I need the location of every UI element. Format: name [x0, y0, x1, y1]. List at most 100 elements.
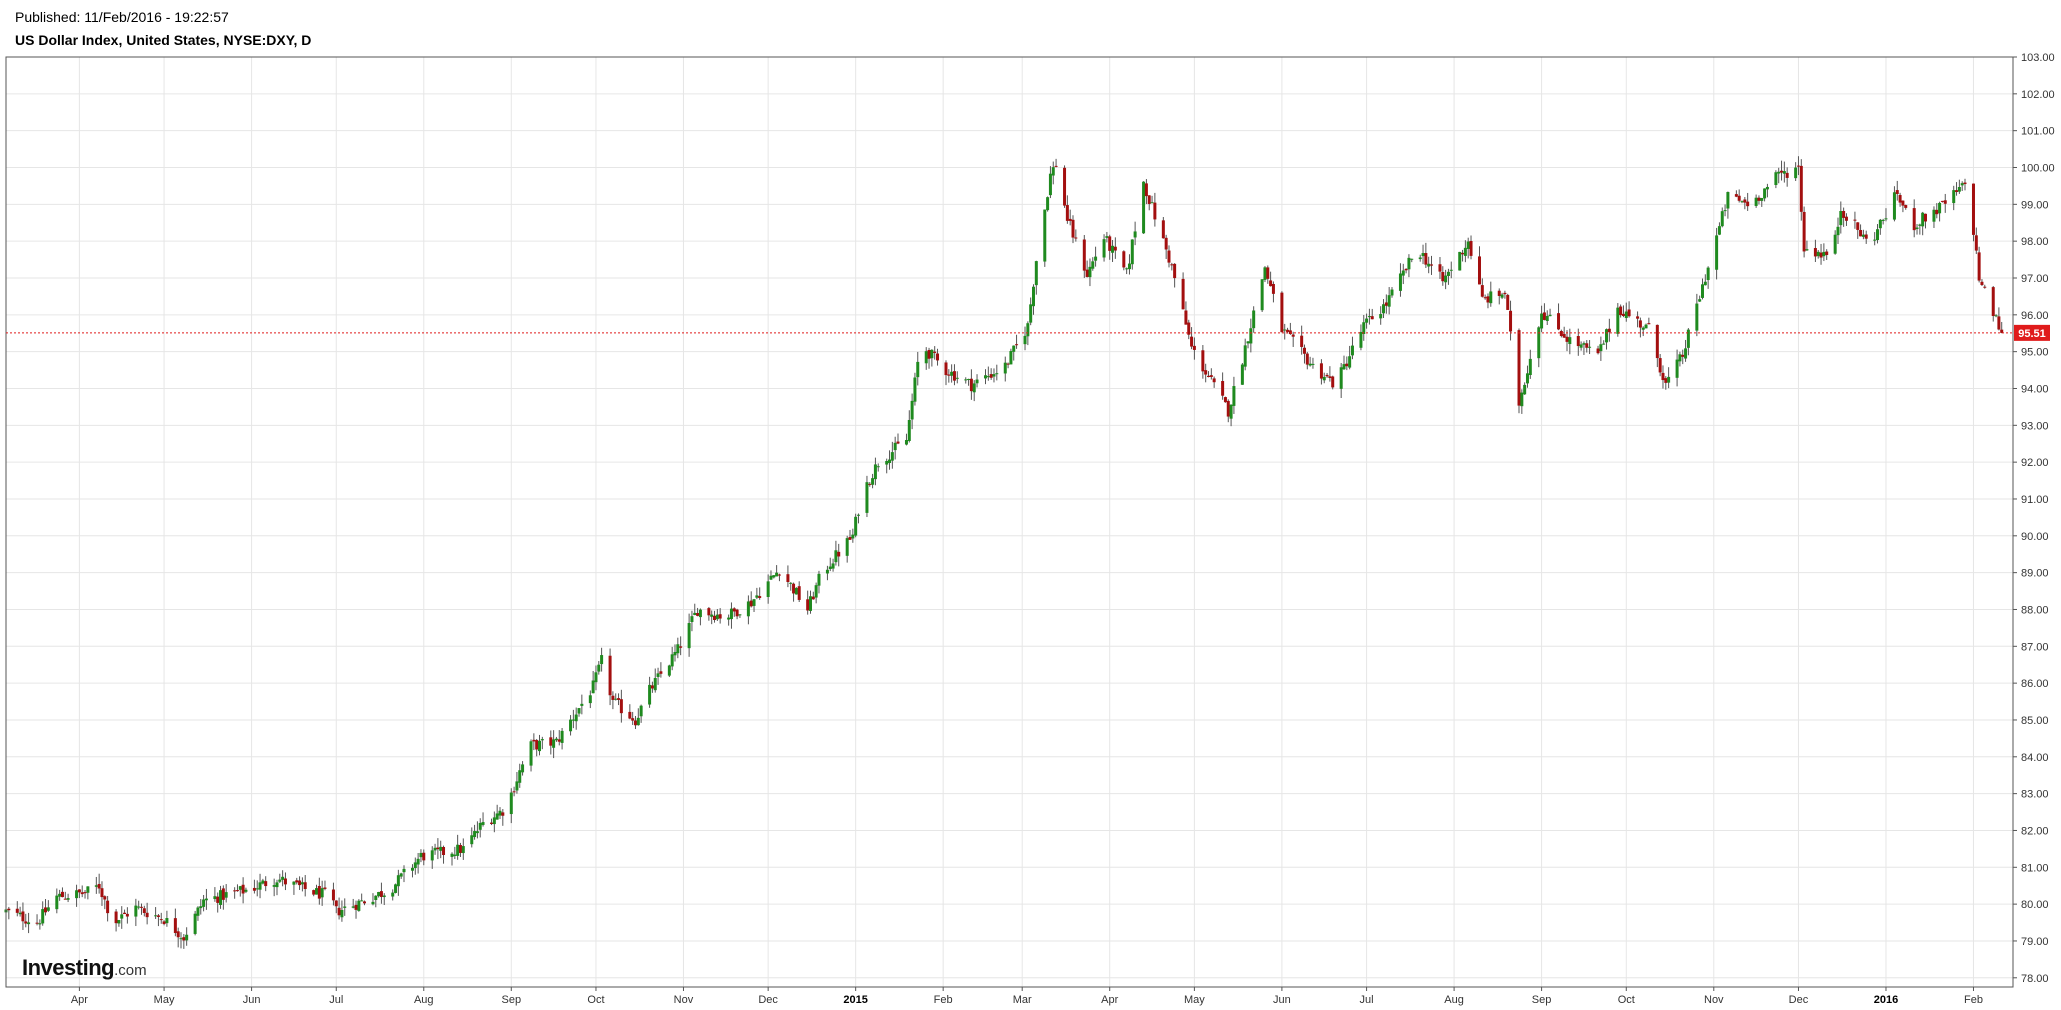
investing-logo[interactable]: Investing.com [22, 955, 147, 981]
candle-up [154, 915, 158, 917]
candle-down [713, 615, 717, 621]
y-tick-label: 99.00 [2021, 199, 2049, 211]
candle-up [255, 888, 259, 890]
candle-down [1300, 335, 1304, 347]
candle-up [1918, 224, 1922, 226]
candle-up [1876, 229, 1880, 241]
candle-up [540, 739, 544, 741]
candle-up [710, 614, 714, 617]
candle-up [876, 466, 880, 468]
candle-down [323, 887, 327, 889]
candle-down [1345, 363, 1349, 367]
candle-up [1031, 286, 1035, 307]
candle-down [337, 907, 341, 916]
y-tick-label: 86.00 [2021, 678, 2049, 690]
candle-down [1204, 370, 1208, 375]
candle-down [1506, 294, 1510, 310]
candle-down [145, 912, 149, 918]
candle-up [1548, 314, 1552, 317]
candle-down [1503, 292, 1507, 295]
candle-down [1325, 374, 1329, 377]
candle-down [792, 583, 796, 594]
candle-up [120, 914, 124, 919]
candle-down [1461, 252, 1465, 255]
candle-down [1221, 381, 1225, 396]
candle-down [549, 737, 553, 746]
candle-up [46, 907, 50, 911]
candle-up [1568, 337, 1572, 345]
candle-up [1410, 258, 1414, 260]
candle-down [60, 891, 64, 898]
candle-down [1291, 334, 1295, 337]
candle-down [1497, 290, 1501, 296]
candle-up [475, 831, 479, 834]
candle-down [1971, 183, 1975, 235]
candle-up [165, 918, 169, 924]
candle-down [1404, 268, 1408, 271]
candle-up [1921, 212, 1925, 227]
candle-down [1799, 165, 1803, 212]
candle-up [377, 891, 381, 897]
candle-down [173, 918, 177, 934]
y-axis: 78.00 79.00 80.00 81.00 82.00 83.00 84.00 85.00… [2013, 52, 2055, 985]
candle-down [989, 374, 993, 378]
candle-up [1444, 275, 1448, 283]
candle-up [1616, 307, 1620, 334]
candle-up [430, 850, 434, 861]
x-tick-label: Sep [501, 994, 521, 1006]
y-tick-label: 80.00 [2021, 899, 2049, 911]
candle-up [1342, 364, 1346, 370]
candle-down [331, 889, 335, 901]
candle-up [492, 817, 496, 825]
candle-up [772, 575, 776, 578]
candle-up [1446, 271, 1450, 276]
candle-down [1305, 353, 1309, 365]
candle-up [577, 708, 581, 714]
candle-down [63, 898, 67, 900]
plot-border [5, 56, 2014, 988]
candle-up [281, 876, 285, 880]
candle-down [123, 912, 127, 914]
candle-up [292, 881, 296, 885]
candle-up [972, 383, 976, 393]
candle-up [738, 614, 742, 616]
candle-up [856, 514, 860, 516]
candle-up [913, 377, 917, 402]
candle-up [580, 703, 584, 706]
candle-down [1542, 312, 1546, 320]
candle-down [837, 551, 841, 557]
candle-up [1715, 235, 1719, 270]
candle-down [1943, 200, 1947, 204]
candle-up [1088, 266, 1092, 278]
candle-down [1209, 375, 1213, 377]
candle-down [868, 483, 872, 485]
candle-up [1051, 167, 1055, 176]
candle-down [1190, 336, 1194, 347]
candle-down [1477, 256, 1481, 285]
candle-up [244, 889, 248, 892]
candle-up [357, 900, 361, 911]
candle-down [1063, 167, 1067, 206]
candle-down [619, 699, 623, 714]
candle-up [910, 400, 914, 420]
candle-up [594, 672, 598, 683]
candle-down [1065, 205, 1069, 221]
candle-up [831, 563, 835, 569]
candle-up [1700, 284, 1704, 298]
candle-up [1698, 299, 1702, 302]
candle-up [1125, 268, 1129, 270]
y-tick-label: 81.00 [2021, 862, 2049, 874]
candle-up [1421, 253, 1425, 257]
candle-up [1339, 367, 1343, 389]
candle-up [66, 898, 70, 900]
x-tick-label: Apr [1101, 994, 1118, 1006]
candle-up [1026, 323, 1030, 337]
candle-up [1243, 345, 1247, 367]
candle-up [199, 906, 203, 909]
candle-up [1624, 311, 1628, 318]
y-tick-label: 95.00 [2021, 347, 2049, 359]
candle-up [18, 912, 22, 915]
candle-up [58, 893, 62, 897]
candle-up [955, 377, 959, 379]
candle-up [1489, 291, 1493, 304]
